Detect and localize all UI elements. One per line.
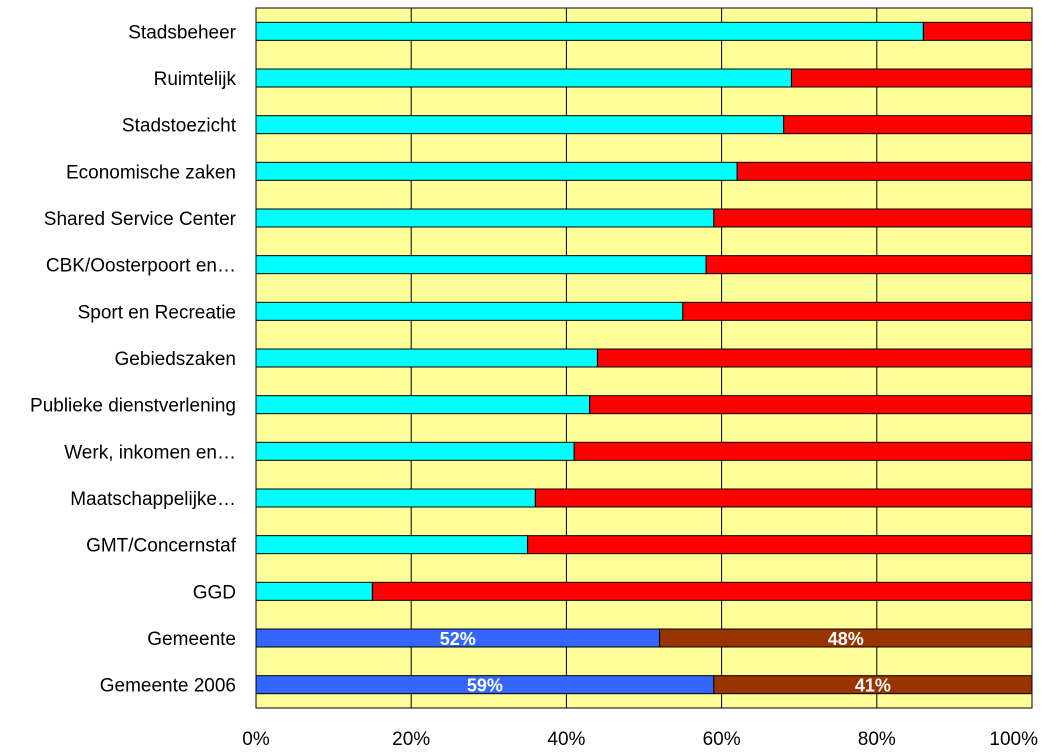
data-label: 52% xyxy=(440,629,476,649)
bars xyxy=(255,21,1033,695)
category-label: CBK/Oosterpoort en… xyxy=(46,256,236,277)
bar-segment xyxy=(922,21,1033,41)
bar-segment xyxy=(713,208,1033,228)
bar-segment xyxy=(573,441,1033,461)
bar-segment xyxy=(371,581,1033,601)
data-label: 41% xyxy=(855,676,891,696)
data-labels: 52% 48% 59% 41% xyxy=(440,629,891,696)
bar-segment xyxy=(255,21,924,41)
category-label: Gemeente 2006 xyxy=(100,676,236,697)
bar-segment xyxy=(705,255,1033,275)
bar-segment xyxy=(682,301,1033,321)
x-tick-label: 20% xyxy=(392,729,430,750)
data-label: 48% xyxy=(828,629,864,649)
bar-segment xyxy=(255,488,536,508)
bar-segment xyxy=(589,395,1033,415)
category-label: Ruimtelijk xyxy=(154,69,237,90)
data-label: 59% xyxy=(467,676,503,696)
bar-segment xyxy=(255,581,373,601)
x-tick-label: 80% xyxy=(858,729,896,750)
x-tick-label: 100% xyxy=(989,729,1038,750)
category-label: Sport en Recreatie xyxy=(78,302,236,323)
category-label: Stadsbeheer xyxy=(128,22,236,43)
bar-segment xyxy=(527,535,1033,555)
category-label: Maatschappelijke… xyxy=(70,489,236,510)
category-label: Publieke dienstverlening xyxy=(30,396,236,417)
plot-border xyxy=(255,7,1033,709)
category-label: Gemeente xyxy=(147,629,236,650)
bar-segment xyxy=(783,115,1033,135)
bar-segment xyxy=(255,255,707,275)
bar-segment xyxy=(790,68,1033,88)
category-label: Stadstoezicht xyxy=(122,116,237,137)
category-label: Economische zaken xyxy=(66,162,236,183)
bar-segment xyxy=(255,301,684,321)
bar-segment xyxy=(534,488,1033,508)
x-tick-label: 0% xyxy=(242,729,270,750)
bar-segment xyxy=(255,161,738,181)
bar-segment xyxy=(255,115,785,135)
x-tick-label: 40% xyxy=(547,729,585,750)
category-label: GMT/Concernstaf xyxy=(86,536,237,557)
category-label: Shared Service Center xyxy=(44,209,237,230)
x-axis-tick-labels: 0% 20% 40% 60% 80% 100% xyxy=(242,729,1038,750)
bar-segment xyxy=(596,348,1033,368)
bar-segment xyxy=(255,68,792,88)
bar-segment xyxy=(255,348,598,368)
bar-segment xyxy=(255,441,575,461)
bar-segment xyxy=(255,208,715,228)
x-tick-label: 60% xyxy=(703,729,741,750)
bar-segment xyxy=(736,161,1033,181)
category-labels: Stadsbeheer Ruimtelijk Stadstoezicht Econom… xyxy=(30,22,237,696)
category-label: Gebiedszaken xyxy=(115,349,236,370)
bar-segment xyxy=(255,395,591,415)
category-label: Werk, inkomen en… xyxy=(64,442,236,463)
category-label: GGD xyxy=(193,582,236,603)
bar-segment xyxy=(255,535,529,555)
